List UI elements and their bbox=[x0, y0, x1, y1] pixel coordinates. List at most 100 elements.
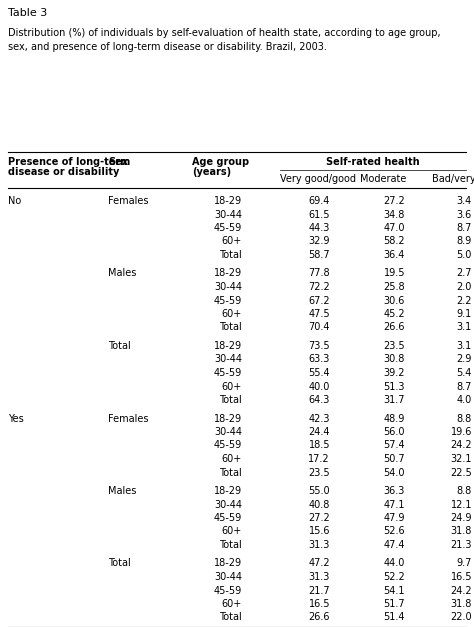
Text: 58.2: 58.2 bbox=[383, 236, 405, 246]
Text: 57.4: 57.4 bbox=[383, 441, 405, 451]
Text: 47.5: 47.5 bbox=[309, 309, 330, 319]
Text: 2.7: 2.7 bbox=[456, 268, 472, 278]
Text: 39.2: 39.2 bbox=[383, 368, 405, 378]
Text: 45-59: 45-59 bbox=[214, 513, 242, 523]
Text: Total: Total bbox=[219, 540, 242, 550]
Text: 8.8: 8.8 bbox=[457, 486, 472, 496]
Text: 55.4: 55.4 bbox=[309, 368, 330, 378]
Text: 30-44: 30-44 bbox=[214, 282, 242, 292]
Text: 47.1: 47.1 bbox=[383, 500, 405, 510]
Text: Very good/good: Very good/good bbox=[280, 174, 356, 184]
Text: 63.3: 63.3 bbox=[309, 354, 330, 364]
Text: 69.4: 69.4 bbox=[309, 196, 330, 206]
Text: 8.7: 8.7 bbox=[456, 223, 472, 233]
Text: 18-29: 18-29 bbox=[214, 413, 242, 423]
Text: 24.9: 24.9 bbox=[450, 513, 472, 523]
Text: 32.1: 32.1 bbox=[450, 454, 472, 464]
Text: 30-44: 30-44 bbox=[214, 209, 242, 219]
Text: 51.4: 51.4 bbox=[383, 613, 405, 623]
Text: 8.8: 8.8 bbox=[457, 413, 472, 423]
Text: 34.8: 34.8 bbox=[383, 209, 405, 219]
Text: 31.7: 31.7 bbox=[383, 395, 405, 405]
Text: 40.0: 40.0 bbox=[309, 381, 330, 391]
Text: 64.3: 64.3 bbox=[309, 395, 330, 405]
Text: 47.0: 47.0 bbox=[383, 223, 405, 233]
Text: 21.3: 21.3 bbox=[450, 540, 472, 550]
Text: 45-59: 45-59 bbox=[214, 295, 242, 305]
Text: 45-59: 45-59 bbox=[214, 441, 242, 451]
Text: Total: Total bbox=[219, 322, 242, 332]
Text: Presence of long-term: Presence of long-term bbox=[8, 157, 130, 167]
Text: 36.3: 36.3 bbox=[383, 486, 405, 496]
Text: 60+: 60+ bbox=[222, 309, 242, 319]
Text: 16.5: 16.5 bbox=[309, 599, 330, 609]
Text: 25.8: 25.8 bbox=[383, 282, 405, 292]
Text: 27.2: 27.2 bbox=[383, 196, 405, 206]
Text: 12.1: 12.1 bbox=[450, 500, 472, 510]
Text: 8.9: 8.9 bbox=[457, 236, 472, 246]
Text: 31.3: 31.3 bbox=[309, 572, 330, 582]
Text: 4.0: 4.0 bbox=[457, 395, 472, 405]
Text: 23.5: 23.5 bbox=[383, 341, 405, 351]
Text: 18-29: 18-29 bbox=[214, 486, 242, 496]
Text: 32.9: 32.9 bbox=[309, 236, 330, 246]
Text: 36.4: 36.4 bbox=[383, 250, 405, 260]
Text: 3.4: 3.4 bbox=[457, 196, 472, 206]
Text: Sex: Sex bbox=[108, 157, 128, 167]
Text: Total: Total bbox=[219, 250, 242, 260]
Text: 44.0: 44.0 bbox=[383, 559, 405, 569]
Text: 17.2: 17.2 bbox=[309, 454, 330, 464]
Text: sex, and presence of long-term disease or disability. Brazil, 2003.: sex, and presence of long-term disease o… bbox=[8, 42, 327, 52]
Text: 18-29: 18-29 bbox=[214, 196, 242, 206]
Text: No: No bbox=[8, 196, 21, 206]
Text: 61.5: 61.5 bbox=[309, 209, 330, 219]
Text: 40.8: 40.8 bbox=[309, 500, 330, 510]
Text: Total: Total bbox=[108, 341, 131, 351]
Text: 77.8: 77.8 bbox=[309, 268, 330, 278]
Text: Self-rated health: Self-rated health bbox=[326, 157, 420, 167]
Text: 70.4: 70.4 bbox=[309, 322, 330, 332]
Text: 45-59: 45-59 bbox=[214, 368, 242, 378]
Text: 50.7: 50.7 bbox=[383, 454, 405, 464]
Text: 5.0: 5.0 bbox=[456, 250, 472, 260]
Text: 47.9: 47.9 bbox=[383, 513, 405, 523]
Text: Males: Males bbox=[108, 268, 137, 278]
Text: 18.5: 18.5 bbox=[309, 441, 330, 451]
Text: 2.0: 2.0 bbox=[456, 282, 472, 292]
Text: Age group: Age group bbox=[192, 157, 249, 167]
Text: 3.1: 3.1 bbox=[457, 341, 472, 351]
Text: 22.0: 22.0 bbox=[450, 613, 472, 623]
Text: 9.7: 9.7 bbox=[456, 559, 472, 569]
Text: Table 3: Table 3 bbox=[8, 8, 47, 18]
Text: 18-29: 18-29 bbox=[214, 341, 242, 351]
Text: 73.5: 73.5 bbox=[309, 341, 330, 351]
Text: 30-44: 30-44 bbox=[214, 500, 242, 510]
Text: 47.4: 47.4 bbox=[383, 540, 405, 550]
Text: 30.6: 30.6 bbox=[383, 295, 405, 305]
Text: 60+: 60+ bbox=[222, 236, 242, 246]
Text: 27.2: 27.2 bbox=[308, 513, 330, 523]
Text: Males: Males bbox=[108, 486, 137, 496]
Text: 60+: 60+ bbox=[222, 381, 242, 391]
Text: 23.5: 23.5 bbox=[309, 468, 330, 478]
Text: disease or disability: disease or disability bbox=[8, 167, 119, 177]
Text: 45.2: 45.2 bbox=[383, 309, 405, 319]
Text: 45-59: 45-59 bbox=[214, 223, 242, 233]
Text: Females: Females bbox=[108, 196, 148, 206]
Text: Yes: Yes bbox=[8, 413, 24, 423]
Text: 52.2: 52.2 bbox=[383, 572, 405, 582]
Text: 8.7: 8.7 bbox=[456, 381, 472, 391]
Text: 42.3: 42.3 bbox=[309, 413, 330, 423]
Text: 48.9: 48.9 bbox=[383, 413, 405, 423]
Text: 22.5: 22.5 bbox=[450, 468, 472, 478]
Text: 51.3: 51.3 bbox=[383, 381, 405, 391]
Text: 5.4: 5.4 bbox=[456, 368, 472, 378]
Text: 19.6: 19.6 bbox=[451, 427, 472, 437]
Text: 72.2: 72.2 bbox=[308, 282, 330, 292]
Text: Total: Total bbox=[108, 559, 131, 569]
Text: 18-29: 18-29 bbox=[214, 268, 242, 278]
Text: 24.2: 24.2 bbox=[450, 441, 472, 451]
Text: Distribution (%) of individuals by self-evaluation of health state, according to: Distribution (%) of individuals by self-… bbox=[8, 28, 441, 38]
Text: 30-44: 30-44 bbox=[214, 572, 242, 582]
Text: 24.4: 24.4 bbox=[309, 427, 330, 437]
